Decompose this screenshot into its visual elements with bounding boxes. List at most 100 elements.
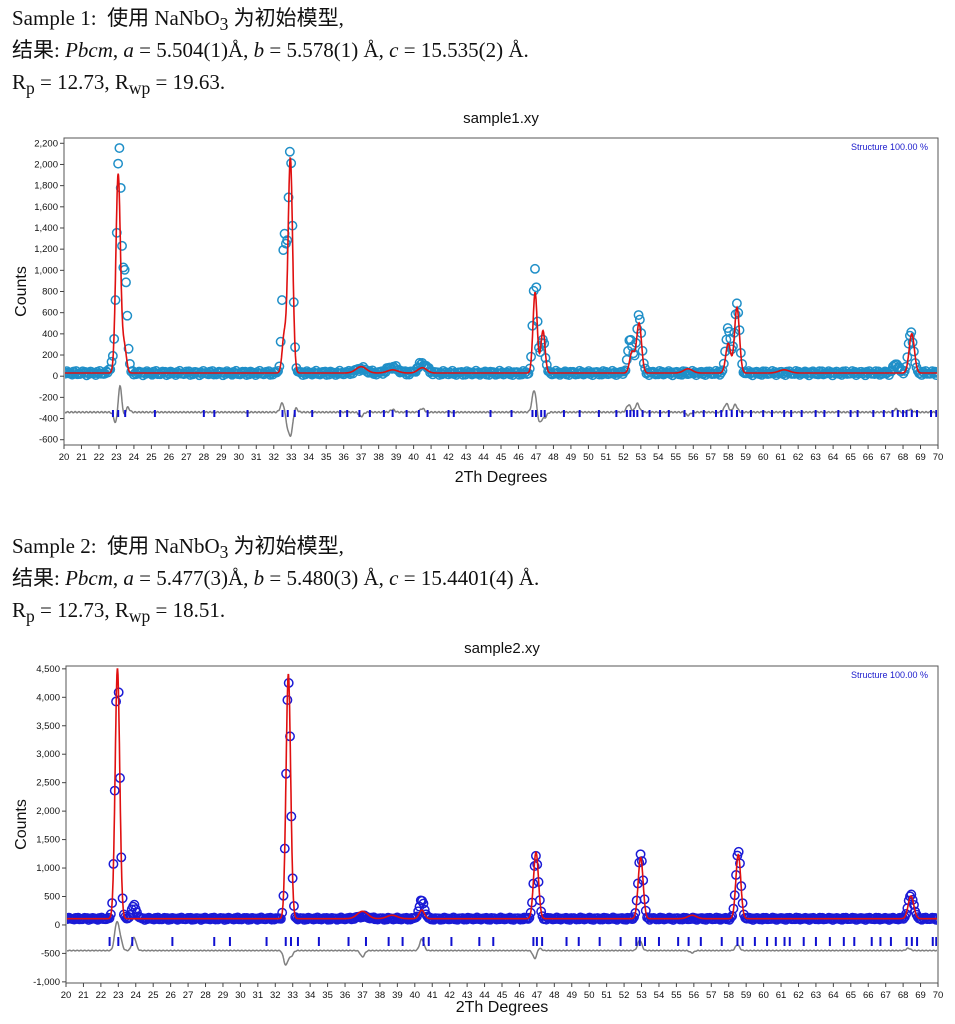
x-axis-label: 2Th Degrees — [456, 999, 549, 1016]
x-axis-label: 2Th Degrees — [455, 469, 548, 486]
observed-point — [117, 240, 127, 251]
x-tick-label: 55 — [671, 990, 682, 1001]
x-tick-label: 58 — [723, 452, 734, 463]
text: R — [12, 70, 27, 94]
x-tick-label: 51 — [601, 990, 612, 1001]
y-tick-label: -600 — [39, 435, 58, 446]
observed-point — [284, 146, 295, 157]
space-group: Pbcm — [65, 38, 113, 62]
subscript: wp — [128, 78, 151, 99]
x-tick-label: 31 — [253, 990, 264, 1001]
subscript: wp — [128, 606, 151, 627]
x-tick-label: 44 — [478, 452, 489, 463]
y-tick-label: 4,500 — [36, 664, 60, 675]
param-b: b — [253, 566, 265, 590]
x-tick-label: 52 — [619, 990, 630, 1001]
y-tick-label: 2,200 — [34, 138, 58, 149]
y-tick-label: 400 — [42, 329, 58, 340]
x-tick-label: 49 — [566, 990, 577, 1001]
legend-label: Structure — [851, 670, 890, 680]
x-tick-label: 20 — [61, 990, 72, 1001]
x-tick-label: 39 — [392, 990, 403, 1001]
observed-point — [113, 652, 121, 660]
plot-content — [67, 652, 937, 966]
y-tick-label: -200 — [39, 392, 58, 403]
text: 为初始模型, — [228, 534, 344, 558]
x-tick-label: 22 — [96, 990, 107, 1001]
x-tick-label: 53 — [636, 990, 647, 1001]
sample2-model-line: Sample 2: 使用 NaNbO3 为初始模型, — [12, 530, 539, 562]
x-tick-label: 70 — [933, 990, 944, 1001]
y-tick-label: 200 — [42, 350, 58, 361]
x-tick-label: 68 — [898, 452, 909, 463]
observed-point — [524, 912, 535, 923]
x-tick-label: 65 — [845, 452, 856, 463]
observed-point — [633, 310, 644, 320]
x-tick-label: 33 — [287, 990, 298, 1001]
subscript: 3 — [219, 542, 229, 563]
observed-point — [273, 365, 283, 376]
observed-point — [524, 363, 535, 374]
x-tick-label: 30 — [234, 452, 245, 463]
x-tick-label: 27 — [183, 990, 194, 1001]
x-tick-label: 21 — [76, 452, 87, 463]
x-tick-label: 37 — [357, 990, 368, 1001]
chart-title: sample1.xy — [463, 110, 539, 127]
x-tick-label: 40 — [410, 990, 421, 1001]
x-tick-label: 24 — [129, 452, 140, 463]
observed-point — [931, 370, 937, 381]
text: 结果: — [12, 566, 66, 590]
chart-title: sample2.xy — [464, 640, 540, 657]
text: , — [112, 38, 124, 62]
x-tick-label: 32 — [268, 452, 279, 463]
observed-point — [628, 348, 639, 359]
x-tick-label: 45 — [497, 990, 508, 1001]
param-a: a — [123, 566, 134, 590]
x-tick-label: 42 — [444, 990, 455, 1001]
y-tick-label: 3,000 — [36, 749, 60, 760]
x-tick-label: 43 — [462, 990, 473, 1001]
x-tick-label: 35 — [321, 452, 332, 463]
y-tick-label: 1,500 — [36, 835, 60, 846]
x-tick-label: 69 — [915, 990, 926, 1001]
x-tick-label: 48 — [549, 990, 560, 1001]
chart-sample1-svg: sample1.xy 2,200 2,000 1,800 1,600 1,400 1,200… — [13, 110, 944, 486]
x-tick-label: 28 — [200, 990, 211, 1001]
legend-value: 100.00 % — [890, 670, 928, 680]
x-tick-label: 58 — [723, 990, 734, 1001]
x-tick-label: 68 — [898, 990, 909, 1001]
x-tick-label: 70 — [933, 452, 944, 463]
plot-content — [65, 143, 937, 438]
x-tick-label: 50 — [583, 452, 594, 463]
param-c: c — [389, 566, 399, 590]
x-tick-label: 57 — [706, 990, 717, 1001]
sample1-r-factors: Rp = 12.73, Rwp = 19.63. — [12, 66, 529, 98]
y-tick-label: 500 — [44, 891, 60, 902]
legend-value: 100.00 % — [890, 142, 928, 152]
x-tick-label: 26 — [164, 452, 175, 463]
x-tick-label: 53 — [636, 452, 647, 463]
x-tick-label: 38 — [375, 990, 386, 1001]
x-tick-label: 67 — [880, 452, 891, 463]
sample2-header: Sample 2: 使用 NaNbO3 为初始模型, 结果: Pbcm, a =… — [12, 530, 539, 626]
x-tick-label: 60 — [758, 990, 769, 1001]
text: = 18.51. — [150, 598, 226, 622]
observed-point — [620, 365, 631, 376]
y-tick-label: 1,400 — [34, 223, 58, 234]
y-tick-label: 2,000 — [34, 159, 58, 170]
text: = 19.63. — [150, 70, 226, 94]
x-tick-label: 40 — [408, 452, 419, 463]
observed-point — [931, 914, 937, 925]
x-tick-label: 46 — [513, 452, 524, 463]
x-tick-label: 37 — [356, 452, 367, 463]
x-tick-label: 41 — [426, 452, 437, 463]
x-tick-label: 66 — [863, 990, 874, 1001]
x-tick-label: 52 — [618, 452, 629, 463]
sample2-result-line: 结果: Pbcm, a = 5.477(3)Å, b = 5.480(3) Å,… — [12, 562, 539, 594]
observed-point — [411, 911, 422, 922]
x-tick-label: 28 — [199, 452, 210, 463]
y-tick-label: 600 — [42, 308, 58, 319]
x-tick-label: 29 — [216, 452, 227, 463]
x-tick-label: 59 — [741, 990, 752, 1001]
text: 为初始模型, — [228, 6, 344, 30]
